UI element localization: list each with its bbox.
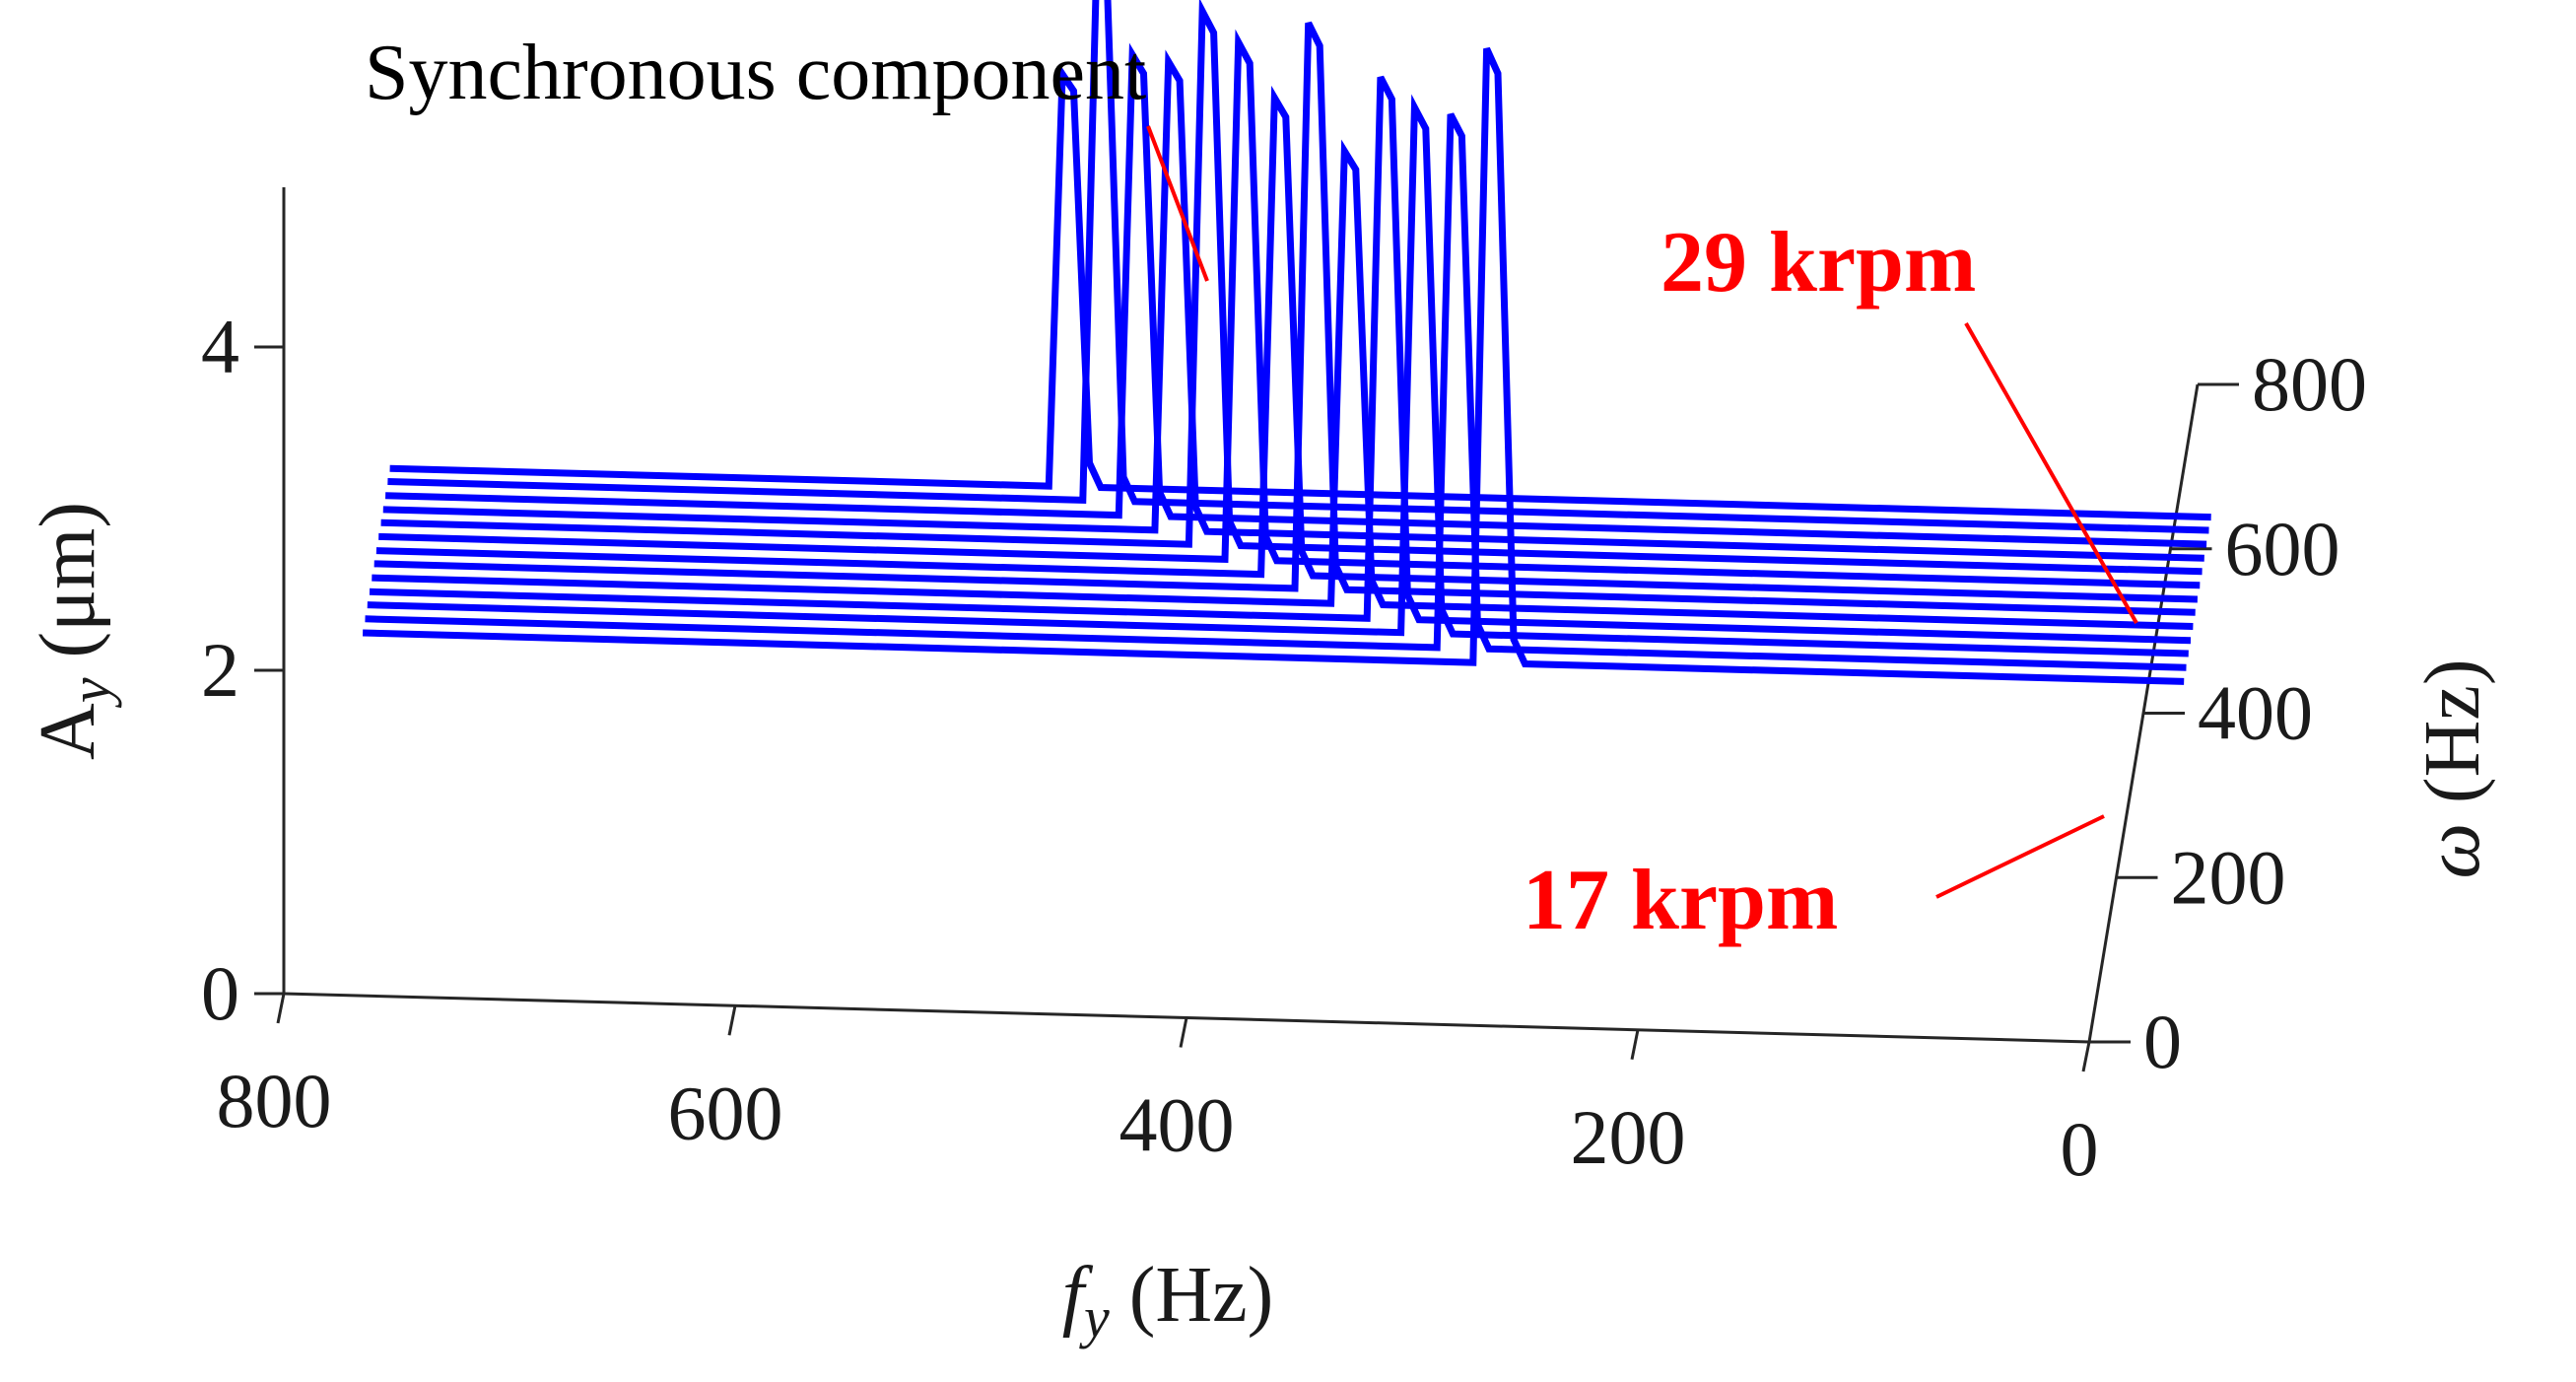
z-tick-label: 4: [201, 304, 239, 389]
x-tick-mark: [727, 1004, 737, 1036]
spectrum-trace-19-krpm: [367, 94, 2189, 657]
spectrum-trace-29-krpm: [389, 63, 2211, 521]
axes: 800 600 400 200 0 0 200 400 600 800 0 2 4: [201, 187, 2367, 1192]
z-axis-title: Ay (μm): [25, 502, 122, 760]
x-tick-mark: [1630, 1029, 1640, 1061]
x-tick-label: 600: [668, 1070, 783, 1155]
spectrum-trace-23-krpm: [375, 85, 2198, 603]
traces: [363, 0, 2211, 685]
x-tick-mark: [1179, 1017, 1188, 1048]
spectrum-trace-21-krpm: [372, 139, 2194, 630]
speed-29-krpm-leader: [1964, 322, 2138, 624]
y-tick-label: 400: [2198, 670, 2313, 756]
spectrum-trace-27-krpm: [385, 42, 2207, 548]
z-tick-label: 2: [201, 627, 239, 713]
spectrum-trace-22-krpm: [373, 21, 2196, 616]
speed-17-krpm-leader: [1935, 814, 2105, 899]
y-tick-label: 600: [2225, 506, 2340, 591]
y-tick-label: 0: [2143, 999, 2182, 1084]
spectrum-trace-25-krpm: [380, 0, 2203, 576]
y-axis-title: ω (Hz): [2409, 658, 2496, 878]
x-tick-mark: [276, 993, 286, 1024]
spectrum-trace-26-krpm: [382, 49, 2204, 562]
spectrum-trace-20-krpm: [369, 75, 2192, 645]
x-tick-label: 800: [217, 1058, 332, 1143]
spectrum-trace-24-krpm: [378, 29, 2201, 589]
spectrum-trace-17-krpm: [363, 46, 2185, 685]
x-axis-title: fy (Hz): [1062, 1252, 1274, 1349]
x-tick-label: 400: [1119, 1082, 1235, 1168]
spectrum-trace-18-krpm: [365, 112, 2187, 671]
z-ticks: 0 2 4: [201, 304, 284, 1036]
x-tick-label: 200: [1571, 1094, 1686, 1180]
sync-annotation: Synchronous component: [365, 30, 1146, 116]
y-tick-label: 200: [2171, 834, 2286, 920]
spectrum-trace-28-krpm: [387, 0, 2209, 534]
speed-29-krpm-label: 29 krpm: [1661, 215, 1976, 311]
x-tick-label: 0: [2061, 1106, 2099, 1192]
x-tick-mark: [2081, 1041, 2091, 1072]
sync-leader-line: [1146, 125, 1209, 282]
y-tick-label: 800: [2252, 341, 2367, 427]
y-ticks: 0 200 400 600 800: [2089, 341, 2367, 1084]
x-ticks: 800 600 400 200 0: [217, 993, 2099, 1192]
z-tick-label: 0: [201, 950, 239, 1036]
speed-17-krpm-label: 17 krpm: [1523, 853, 1838, 948]
